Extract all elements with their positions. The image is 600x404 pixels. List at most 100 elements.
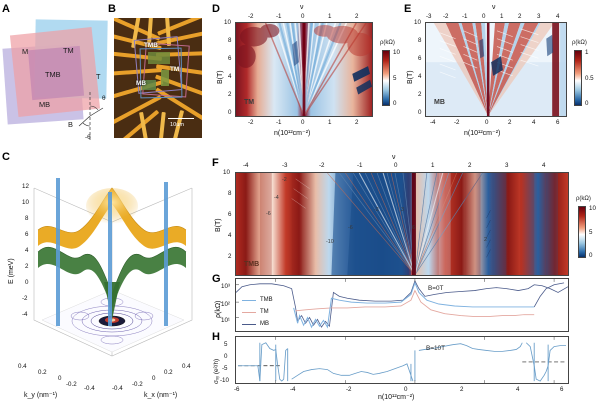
d-ytick-0: 0 bbox=[228, 109, 232, 116]
panel-b: B TMB TM MB 10um bbox=[108, 4, 208, 150]
panel-e-cbtick-0: 0 bbox=[585, 100, 589, 107]
e-xtick-2: 2 bbox=[508, 119, 512, 126]
h-ytick--10: -10 bbox=[220, 377, 229, 384]
h-ytick-0: 0 bbox=[224, 353, 228, 360]
f-nu-tick-3: 3 bbox=[505, 162, 509, 169]
f-annot--2: -2 bbox=[282, 177, 287, 183]
d-ytick-10: 10 bbox=[224, 19, 231, 26]
h-xtick--2: -2 bbox=[346, 386, 352, 393]
c-kx-tick-3: 0.2 bbox=[164, 369, 173, 376]
panel-f: F ν -4 -3 -2 -1 0 1 2 3 4 B(T) 10 8 6 4 … bbox=[212, 154, 600, 276]
f-ytick-6: 6 bbox=[228, 211, 232, 218]
panel-e-xlabel: n(10¹²cm⁻²) bbox=[464, 130, 501, 137]
c-ytick-10: 10 bbox=[22, 199, 29, 206]
panel-d-heatmap: TM bbox=[235, 22, 373, 117]
panel-c-kx-label: k_x (nm⁻¹) bbox=[144, 392, 178, 399]
band-structure-surface bbox=[33, 178, 193, 357]
e-ytick-4: 4 bbox=[418, 73, 422, 80]
c-ytick-0: 0 bbox=[25, 279, 29, 286]
panel-f-colorbar bbox=[578, 206, 586, 258]
panel-d-colorbar bbox=[382, 50, 390, 106]
panel-g-condition: B=0T bbox=[428, 285, 444, 292]
label-m: M bbox=[22, 47, 29, 56]
f-nu-tick--1: -1 bbox=[357, 162, 363, 169]
f-ytick-4: 4 bbox=[228, 232, 232, 239]
panel-d-cbtick-10: 10 bbox=[393, 49, 400, 56]
device-label-tmb: TMB bbox=[144, 42, 158, 49]
panel-d-xlabel: n(10¹²cm⁻²) bbox=[274, 130, 311, 137]
scale-bar bbox=[168, 118, 194, 120]
d-ytick-4: 4 bbox=[228, 73, 232, 80]
c-ytick-n4: -4 bbox=[22, 311, 28, 318]
d-nu-tick-1: 1 bbox=[328, 13, 332, 20]
d-ytick-2: 2 bbox=[228, 91, 232, 98]
panel-g-label: G bbox=[212, 273, 221, 285]
panel-e: E ν -3 -2 -1 0 1 2 3 4 B(T) 10 8 6 4 2 0 bbox=[404, 2, 600, 152]
panel-f-toplabel: ν bbox=[392, 154, 396, 161]
f-nu-tick--4: -4 bbox=[243, 162, 249, 169]
panel-h-xlabel: n(10¹²cm⁻²) bbox=[378, 394, 415, 401]
device-label-mb: MB bbox=[136, 80, 146, 87]
e-ytick-8: 8 bbox=[418, 37, 422, 44]
e-nu-tick-0: 0 bbox=[482, 13, 486, 20]
e-ytick-2: 2 bbox=[418, 91, 422, 98]
label-t: T bbox=[96, 72, 101, 81]
panel-c-ylabel: E (meV) bbox=[8, 258, 15, 284]
h-xtick--4: -4 bbox=[290, 386, 296, 393]
g-ytick-1: 10¹ bbox=[221, 317, 230, 324]
panel-d-ylabel: B(T) bbox=[217, 70, 224, 84]
panel-f-cbtick-0: 0 bbox=[589, 252, 593, 259]
label-tm: TM bbox=[63, 46, 74, 55]
twist-angle-diagram bbox=[78, 92, 104, 140]
c-kx-tick-4: 0.4 bbox=[182, 363, 191, 370]
panel-h-condition: B=10T bbox=[426, 345, 446, 352]
c-ky-tick-3: -0.2 bbox=[66, 381, 77, 388]
panel-e-inner-label: MB bbox=[434, 99, 445, 106]
d-nu-tick--2: -2 bbox=[248, 13, 254, 20]
device-micrograph: TMB TM MB 10um bbox=[114, 18, 202, 138]
panel-d-label: D bbox=[212, 3, 220, 15]
legend-label-mb: MB bbox=[260, 321, 269, 327]
d-nu-tick--1: -1 bbox=[276, 13, 282, 20]
panel-c-label: C bbox=[2, 151, 10, 163]
e-xtick-6: 6 bbox=[556, 119, 560, 126]
panel-f-cbtick-10: 10 bbox=[589, 205, 596, 212]
angle-theta: θ bbox=[102, 95, 106, 102]
g-ytick-3: 10³ bbox=[221, 283, 230, 290]
f-annot--10: -10 bbox=[326, 239, 334, 245]
panel-e-heatmap: MB bbox=[425, 22, 567, 117]
c-ky-tick-2: 0 bbox=[58, 375, 62, 382]
c-ky-tick-1: 0.2 bbox=[38, 369, 47, 376]
legend-label-tmb: TMB bbox=[260, 297, 273, 303]
legend-swatch-tmb bbox=[242, 300, 256, 302]
h-xtick--6: -6 bbox=[234, 386, 240, 393]
c-ytick-6: 6 bbox=[25, 231, 29, 238]
c-ky-tick-4: -0.4 bbox=[84, 385, 95, 392]
e-xtick-4: 4 bbox=[532, 119, 536, 126]
c-ytick-8: 8 bbox=[25, 215, 29, 222]
h-xtick-4: 4 bbox=[516, 386, 520, 393]
c-ytick-4: 4 bbox=[25, 247, 29, 254]
panel-d-colorbar-title: ρ(kΩ) bbox=[380, 40, 395, 46]
f-nu-tick-4: 4 bbox=[542, 162, 546, 169]
f-ytick-8: 8 bbox=[228, 190, 232, 197]
f-annot--6: -6 bbox=[266, 211, 271, 217]
d-xtick--2: -2 bbox=[248, 119, 254, 126]
c-ytick-2: 2 bbox=[25, 263, 29, 270]
c-ytick-12: 12 bbox=[22, 183, 29, 190]
panel-f-ylabel: B(T) bbox=[215, 218, 222, 232]
h-xtick-6: 6 bbox=[560, 386, 564, 393]
c-kx-tick-1: -0.2 bbox=[132, 381, 143, 388]
d-xtick-1: 1 bbox=[328, 119, 332, 126]
f-annot-6: 6 bbox=[412, 225, 415, 231]
panel-h: H σₓᵧ (e²/h) 5 0 -5 -10 B=10T -6 -4 -2 0… bbox=[212, 332, 600, 404]
panel-e-toplabel: ν bbox=[492, 4, 496, 11]
panel-d-inner-label: TM bbox=[244, 99, 255, 106]
d-xtick-2: 2 bbox=[355, 119, 359, 126]
panel-e-label: E bbox=[404, 3, 412, 15]
e-ytick-0: 0 bbox=[418, 109, 422, 116]
e-nu-tick-2: 2 bbox=[518, 13, 522, 20]
panel-c: C E (meV) 12 10 8 6 4 2 0 -2 -4 bbox=[2, 152, 210, 402]
f-ytick-10: 10 bbox=[223, 169, 230, 176]
c-kx-tick-0: -0.4 bbox=[112, 385, 123, 392]
